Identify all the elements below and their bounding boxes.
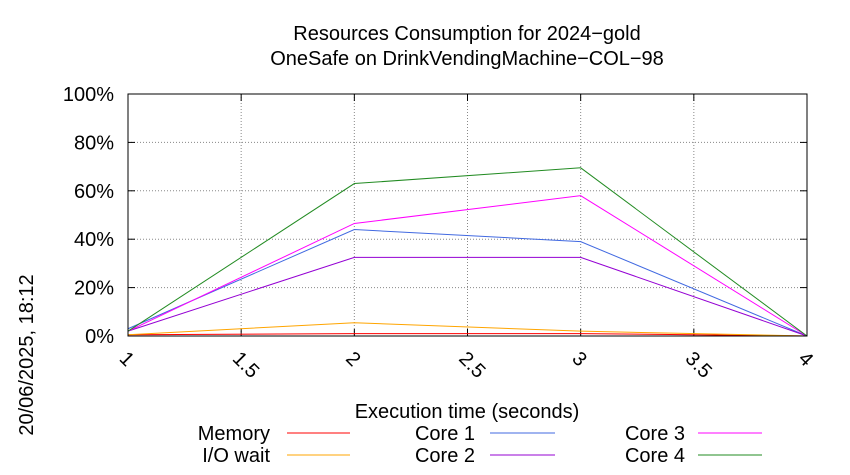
series-line-core-1: [127, 229, 808, 337]
series-line-i-o-wait: [127, 322, 808, 337]
legend-label: Core 3: [625, 423, 685, 445]
x-tick-label: 1.5: [228, 348, 263, 383]
y-tick-label: 0%: [85, 326, 114, 348]
series-line-core-2: [127, 256, 808, 337]
timestamp-label: 20/06/2025, 18:12: [16, 274, 38, 435]
legend-label: Memory: [198, 423, 270, 445]
x-tick-label: 4: [794, 348, 817, 371]
x-tick-label: 2: [341, 348, 364, 371]
y-axis-ticks: 0% 20% 40% 60% 80% 100%: [63, 84, 807, 348]
series-lines: [127, 167, 808, 337]
x-tick-label: 3.5: [681, 348, 716, 383]
x-axis-ticks: 1 1.5 2 2.5 3 3.5 4: [115, 94, 817, 383]
legend-label: Core 1: [415, 423, 475, 445]
legend-label: Core 2: [415, 445, 475, 467]
x-tick-label: 2.5: [454, 348, 489, 383]
legend-label: Core 4: [625, 445, 685, 467]
y-tick-label: 80%: [74, 132, 114, 154]
x-axis-label: Execution time (seconds): [355, 401, 580, 423]
series-line-memory: [127, 333, 808, 337]
plot-frame: [127, 93, 808, 337]
y-tick-label: 100%: [63, 84, 114, 106]
x-tick-label: 3: [568, 348, 591, 371]
chart-subtitle: OneSafe on DrinkVendingMachine−COL−98: [270, 48, 664, 70]
legend-label: I/O wait: [202, 445, 270, 467]
grid-lines: [127, 93, 808, 337]
x-tick-label: 1: [115, 348, 138, 371]
series-line-core-3: [127, 195, 808, 337]
chart-title: Resources Consumption for 2024−gold: [293, 23, 640, 45]
y-tick-label: 60%: [74, 181, 114, 203]
y-tick-label: 40%: [74, 229, 114, 251]
y-tick-label: 20%: [74, 278, 114, 300]
series-line-core-4: [127, 167, 808, 337]
